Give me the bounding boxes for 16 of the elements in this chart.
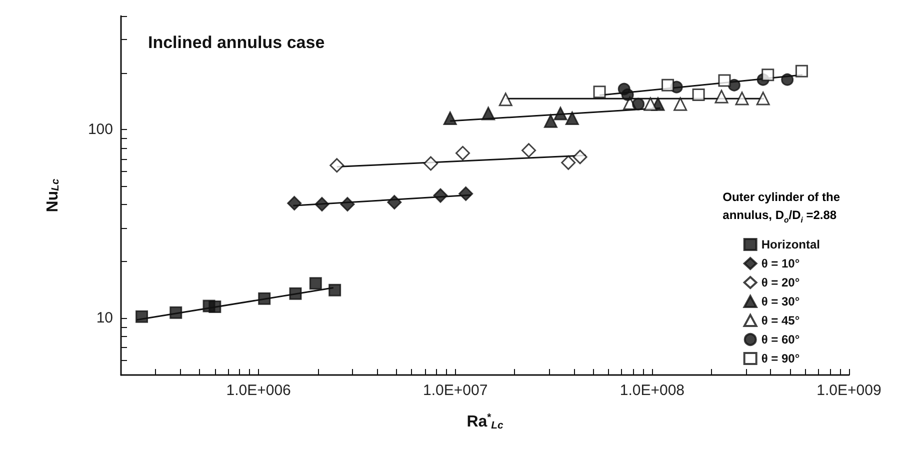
legend-label: θ = 30° [761,294,800,308]
text: Inclined annulus case [148,33,325,52]
legend-label: θ = 10° [761,256,800,270]
y-tick-label: 100 [88,121,113,138]
legend-label: θ = 45° [761,314,800,328]
x-tick-label: 1.0E+007 [423,382,488,399]
legend-label: Horizontal [761,238,820,252]
y-axis-title: NuLc [44,178,62,212]
x-axis-title: Ra*Lc [466,412,504,432]
y-tick-label: 10 [96,310,113,327]
legend-label: θ = 90° [761,352,800,366]
x-tick-label: 1.0E+009 [816,382,882,399]
x-tick-label: 1.0E+008 [620,382,685,399]
legend-label: θ = 20° [761,276,800,290]
x-tick-label: 1.0E+006 [226,382,291,399]
legend-label: θ = 60° [761,332,800,346]
